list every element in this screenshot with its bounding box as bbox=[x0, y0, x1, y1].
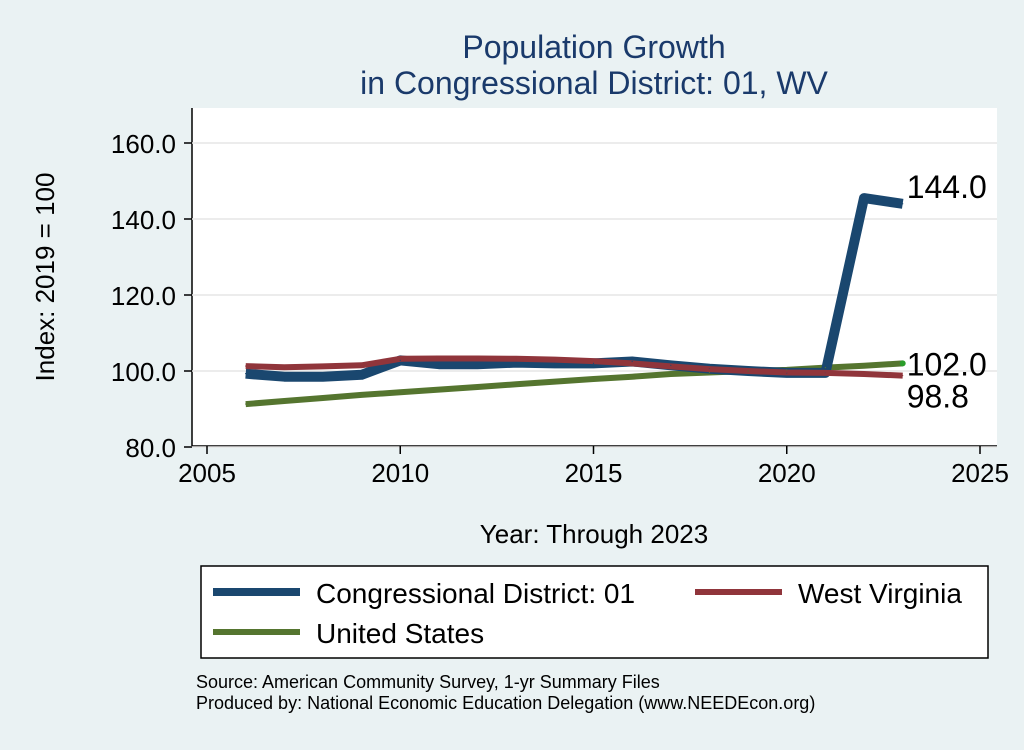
data-point-united-states-2013 bbox=[515, 383, 517, 385]
data-point-united-states-2015 bbox=[592, 378, 595, 380]
data-point-united-states-2019 bbox=[747, 370, 749, 372]
y-tick-label-120: 120.0 bbox=[111, 281, 176, 311]
data-point-west-virginia-2023 bbox=[902, 374, 904, 377]
plot-area bbox=[192, 108, 997, 446]
data-point-united-states-2008 bbox=[322, 397, 324, 399]
data-point-united-states-2021 bbox=[824, 366, 827, 369]
data-point-west-virginia-2006 bbox=[245, 365, 247, 367]
x-tick-label-2005: 2005 bbox=[178, 458, 236, 488]
data-point-congressional-district-01-2015 bbox=[592, 362, 595, 364]
data-point-west-virginia-2007 bbox=[283, 366, 285, 368]
data-point-congressional-district-01-2010 bbox=[399, 359, 401, 361]
data-point-west-virginia-2017 bbox=[670, 365, 672, 368]
data-point-united-states-2018 bbox=[708, 371, 711, 374]
data-point-west-virginia-2014 bbox=[554, 359, 556, 361]
y-tick-label-80: 80.0 bbox=[125, 433, 176, 463]
data-point-west-virginia-2011 bbox=[438, 357, 440, 360]
data-point-congressional-district-01-2023 bbox=[902, 203, 904, 205]
x-tick-label-2010: 2010 bbox=[371, 458, 429, 488]
data-point-west-virginia-2009 bbox=[361, 364, 363, 366]
x-tick-label-2015: 2015 bbox=[565, 458, 623, 488]
data-point-united-states-2007 bbox=[283, 400, 285, 402]
data-point-united-states-2017 bbox=[670, 373, 672, 375]
data-point-united-states-2023 bbox=[899, 360, 906, 367]
data-point-congressional-district-01-2006 bbox=[245, 373, 247, 375]
data-point-west-virginia-2020 bbox=[786, 371, 788, 374]
data-point-congressional-district-01-2013 bbox=[515, 362, 517, 364]
data-point-united-states-2011 bbox=[438, 389, 440, 391]
chart-subtitle: in Congressional District: 01, WV bbox=[360, 65, 828, 101]
source-note: Source: American Community Survey, 1-yr … bbox=[196, 672, 660, 692]
data-point-united-states-2016 bbox=[631, 376, 633, 378]
y-axis-label: Index: 2019 = 100 bbox=[30, 173, 60, 382]
x-tick-label-2020: 2020 bbox=[758, 458, 816, 488]
data-point-united-states-2006 bbox=[245, 403, 247, 405]
data-point-united-states-2022 bbox=[863, 365, 865, 367]
data-point-united-states-2012 bbox=[476, 386, 479, 388]
data-point-united-states-2010 bbox=[399, 391, 401, 393]
legend: Congressional District: 01 West Virginia… bbox=[200, 565, 989, 659]
y-axis-ticks: 80.0 100.0 120.0 140.0 160.0 bbox=[111, 129, 192, 463]
data-point-congressional-district-01-2011 bbox=[438, 363, 440, 365]
x-tick-label-2025: 2025 bbox=[951, 458, 1009, 488]
data-point-united-states-2014 bbox=[554, 381, 556, 383]
data-point-congressional-district-01-2017 bbox=[670, 364, 672, 366]
data-point-congressional-district-01-2014 bbox=[554, 362, 556, 364]
data-point-united-states-2009 bbox=[361, 394, 363, 396]
data-point-west-virginia-2013 bbox=[515, 358, 517, 360]
series-group bbox=[245, 193, 906, 408]
legend-box bbox=[200, 565, 989, 659]
chart-title: Population Growth bbox=[462, 29, 725, 65]
end-label-united-states: 102.0 bbox=[907, 346, 987, 382]
data-point-congressional-district-01-2022 bbox=[863, 197, 865, 199]
producer-note: Produced by: National Economic Education… bbox=[196, 693, 815, 713]
data-point-west-virginia-2018 bbox=[708, 368, 711, 370]
data-point-west-virginia-2012 bbox=[476, 357, 479, 360]
data-point-west-virginia-2016 bbox=[631, 362, 633, 364]
y-tick-label-140: 140.0 bbox=[111, 205, 176, 235]
end-label-west-virginia: 98.8 bbox=[907, 379, 969, 415]
end-label-congressional-district-01: 144.0 bbox=[907, 169, 987, 205]
data-point-west-virginia-2008 bbox=[322, 365, 324, 368]
data-point-congressional-district-01-2012 bbox=[476, 363, 479, 365]
data-point-congressional-district-01-2009 bbox=[361, 374, 363, 376]
y-tick-label-100: 100.0 bbox=[111, 357, 176, 387]
data-point-congressional-district-01-2016 bbox=[631, 360, 633, 363]
data-point-congressional-district-01-2008 bbox=[322, 376, 324, 378]
legend-label-west-virginia: West Virginia bbox=[798, 578, 962, 609]
data-point-west-virginia-2021 bbox=[824, 372, 827, 374]
data-point-united-states-2020 bbox=[786, 369, 788, 371]
data-point-west-virginia-2022 bbox=[863, 373, 865, 375]
data-point-west-virginia-2010 bbox=[399, 358, 401, 360]
data-point-congressional-district-01-2007 bbox=[283, 376, 285, 378]
x-axis-ticks: 2005 2010 2015 2020 2025 bbox=[178, 446, 1009, 488]
data-point-west-virginia-2015 bbox=[592, 360, 595, 362]
legend-label-congressional-district: Congressional District: 01 bbox=[316, 578, 635, 609]
y-tick-label-160: 160.0 bbox=[111, 129, 176, 159]
x-axis-label: Year: Through 2023 bbox=[480, 519, 708, 549]
legend-label-united-states: United States bbox=[316, 618, 484, 649]
series-line-west-virginia bbox=[245, 355, 903, 379]
